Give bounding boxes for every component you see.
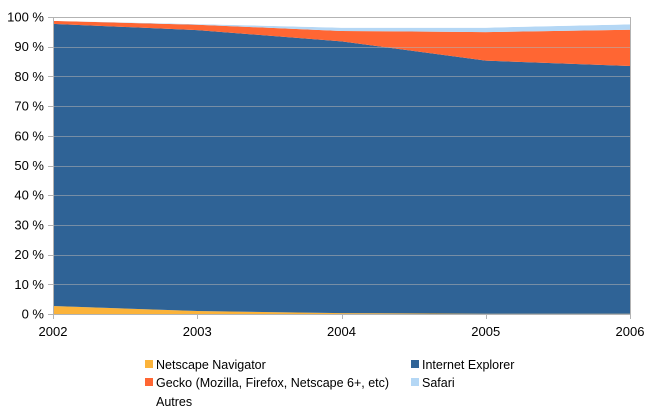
legend-item-netscape-navigator: Netscape Navigator <box>145 358 266 372</box>
legend-swatch <box>145 378 153 386</box>
legend-item-internet-explorer: Internet Explorer <box>411 358 514 372</box>
y-tick-label: 90 % <box>14 39 44 54</box>
legend-label: Netscape Navigator <box>156 358 266 372</box>
legend-label: Internet Explorer <box>422 358 514 372</box>
x-tick-label: 2002 <box>39 324 68 339</box>
y-tick-label: 80 % <box>14 69 44 84</box>
legend-swatch <box>411 360 419 368</box>
area-series-group <box>53 17 630 314</box>
y-tick-label: 0 % <box>22 307 45 322</box>
legend-label: Gecko (Mozilla, Firefox, Netscape 6+, et… <box>156 376 389 390</box>
y-tick-label: 20 % <box>14 247 44 262</box>
y-tick-label: 40 % <box>14 188 44 203</box>
x-axis-tick-labels: 2002 2003 2004 2005 2006 <box>39 324 645 339</box>
legend-swatch <box>145 397 153 405</box>
area-safari <box>53 20 630 33</box>
y-tick-label: 50 % <box>14 158 44 173</box>
x-tick-label: 2006 <box>616 324 645 339</box>
area-autres <box>53 17 630 28</box>
legend: Netscape Navigator Internet Explorer Gecko… <box>145 358 514 409</box>
area-gecko-mozilla-firefox-netscape-6-etc <box>53 20 630 67</box>
y-tick-label: 70 % <box>14 99 44 114</box>
legend-label: Safari <box>422 376 455 390</box>
y-tick-label: 100 % <box>7 10 44 25</box>
legend-item-autres: Autres <box>145 395 192 409</box>
x-tick-label: 2003 <box>183 324 212 339</box>
legend-label: Autres <box>156 395 192 409</box>
area-netscape-navigator <box>53 305 630 314</box>
legend-swatch <box>411 378 419 386</box>
x-tick-label: 2005 <box>471 324 500 339</box>
y-tick-label: 30 % <box>14 217 44 232</box>
y-tick-label: 10 % <box>14 277 44 292</box>
legend-swatch <box>145 360 153 368</box>
legend-item-safari: Safari <box>411 376 455 390</box>
axes <box>48 17 631 319</box>
x-tick-label: 2004 <box>327 324 356 339</box>
y-axis-tick-labels: 0 % 10 % 20 % 30 % 40 % 50 % 60 % 70 % 80 % 90 % 1… <box>7 10 44 322</box>
area-internet-explorer <box>53 23 630 314</box>
legend-item-gecko-mozilla-firefox-netscape-6-etc: Gecko (Mozilla, Firefox, Netscape 6+, et… <box>145 376 389 390</box>
y-tick-label: 60 % <box>14 128 44 143</box>
